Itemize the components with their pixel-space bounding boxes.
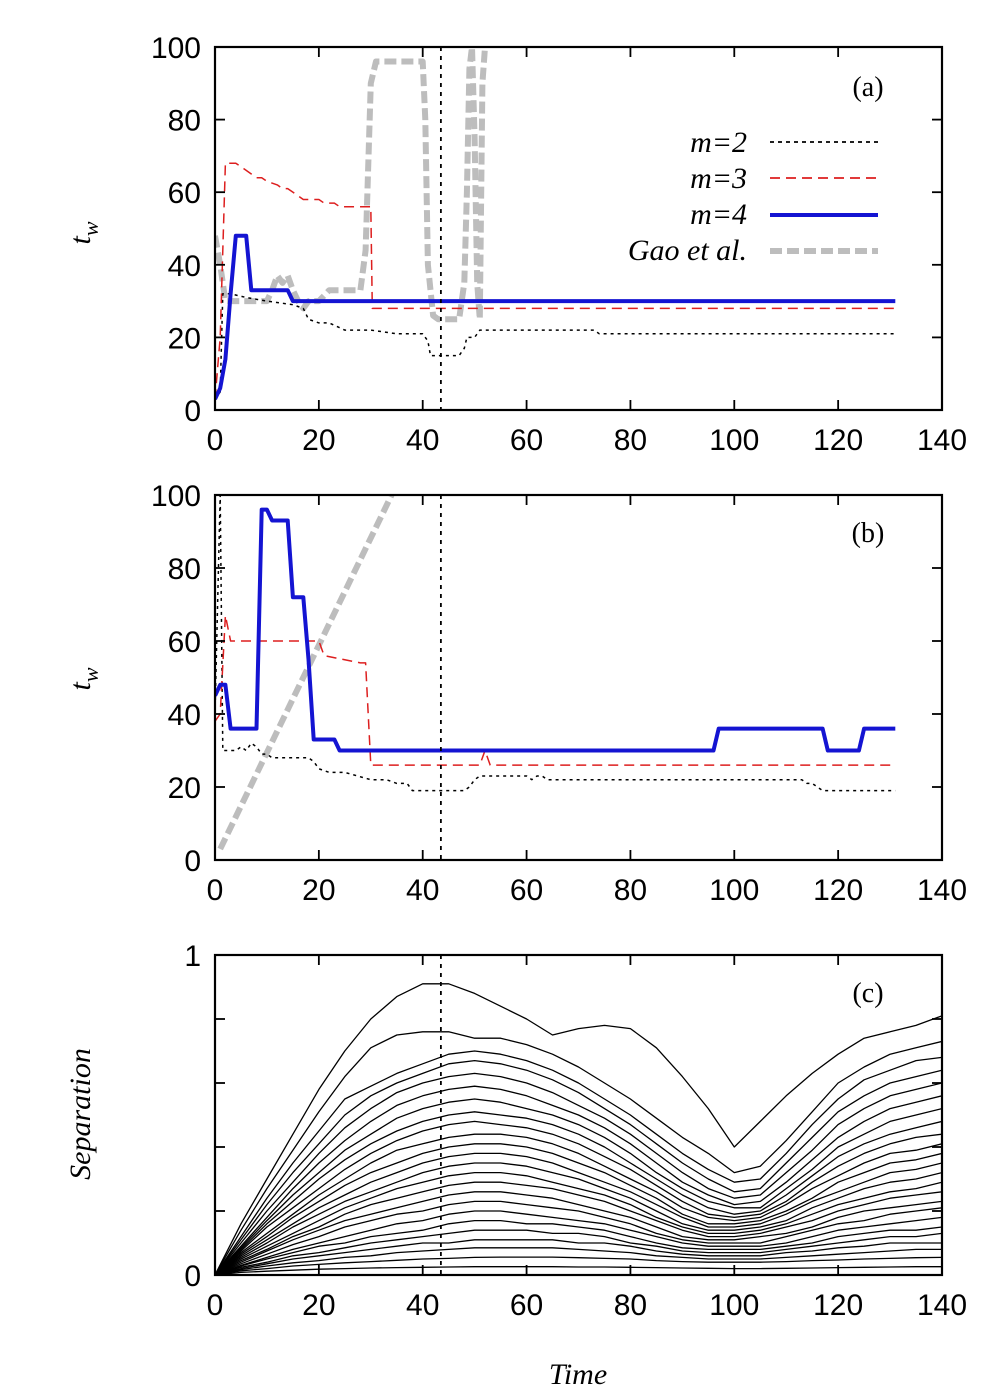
panel-a-xtick-label: 100	[709, 424, 759, 457]
legend-label-m3: m=3	[690, 162, 747, 195]
panel-c-series-curve-10	[215, 1133, 942, 1275]
panel-b-ytick-label: 20	[168, 772, 201, 805]
panel-b-ytick-label: 60	[168, 626, 201, 659]
panel-c-xtick-label: 100	[709, 1289, 759, 1322]
panel-c-ytick-label: 0	[184, 1260, 201, 1293]
panel-a-series	[215, 47, 896, 410]
panel-c-series-curve-3	[215, 1050, 942, 1275]
panel-a-ytick-label: 20	[168, 322, 201, 355]
panel-b-ylabel-subscript: w	[78, 667, 103, 682]
panel-b-xtick-label: 20	[302, 874, 335, 907]
panel-c-series-curve-4	[215, 1059, 942, 1275]
panel-a-series-m-3	[215, 162, 896, 400]
panel-c-series-curve-12	[215, 1152, 942, 1275]
panel-a-xtick-label: 0	[207, 424, 224, 457]
panel-b-label: (b)	[852, 518, 885, 549]
panel-c-ylabel: Separation	[64, 1048, 97, 1180]
panel-c-label: (c)	[852, 978, 883, 1009]
panel-c-series-curve-5	[215, 1072, 942, 1275]
panel-a-xtick-label: 120	[813, 424, 863, 457]
panel-b-xtick-label: 140	[917, 874, 967, 907]
panel-c-axes: 0 20 40 60 80 100 120 140 0 1	[184, 940, 967, 1322]
panel-b-series-m-4	[215, 507, 896, 753]
panel-a-xtick-label: 40	[406, 424, 439, 457]
panel-c-xtick-label: 60	[510, 1289, 543, 1322]
panel-c-series-curve-8	[215, 1111, 942, 1275]
panel-b-xtick-label: 100	[709, 874, 759, 907]
panel-a-xtick-label: 80	[614, 424, 647, 457]
panel-c-series-curve-16	[215, 1191, 942, 1275]
panel-c-series-curve-24	[215, 1266, 942, 1275]
panel-a-xtick-label: 140	[917, 424, 967, 457]
panel-b-frame	[213, 493, 944, 862]
panel-c-series-curve-14	[215, 1171, 942, 1275]
panel-c-series-curve-7	[215, 1098, 942, 1275]
panel-a-axes: 0 20 40 60 80 100 120 140 0 20 40 60 80 100	[151, 32, 967, 457]
panel-c-series-curve-23	[215, 1256, 942, 1275]
panel-c-xtick-label: 120	[813, 1289, 863, 1322]
panel-b-xtick-label: 120	[813, 874, 863, 907]
panel-b-ytick-label: 0	[184, 845, 201, 878]
legend-label-m4: m=4	[690, 198, 747, 231]
panel-c-xtick-label: 140	[917, 1289, 967, 1322]
panel-c-series-curve-1	[215, 983, 942, 1275]
panel-b-series-gao-et-al	[217, 495, 395, 851]
panel-c-series	[215, 955, 942, 1275]
panel-a-ylabel-subscript: w	[78, 221, 103, 236]
panel-b-ytick-label: 80	[168, 553, 201, 586]
panel-a-frame	[213, 45, 944, 412]
panel-c-frame	[213, 953, 944, 1277]
panel-c-ytick-label: 1	[184, 940, 201, 973]
panel-a-series-m-2	[215, 293, 896, 400]
panel-a-series-m-4	[215, 233, 896, 400]
panel-c-xtick-label: 20	[302, 1289, 335, 1322]
panel-a-xtick-label: 60	[510, 424, 543, 457]
panel-b-series	[215, 495, 896, 860]
panel-c-series-curve-22	[215, 1247, 942, 1275]
panel-b-ytick-label: 40	[168, 699, 201, 732]
panel-b-axes: 0 20 40 60 80 100 120 140 0 20 40 60 80 100	[151, 480, 967, 907]
legend-label-m2: m=2	[690, 126, 747, 159]
panel-a-ytick-label: 100	[151, 32, 201, 65]
panel-c-series-curve-15	[215, 1181, 942, 1275]
panel-b-ytick-label: 100	[151, 480, 201, 513]
panel-c-series-curve-9	[215, 1120, 942, 1275]
panel-b-xtick-label: 0	[207, 874, 224, 907]
panel-c-xlabel: Time	[549, 1358, 607, 1391]
panel-b-xtick-label: 80	[614, 874, 647, 907]
panel-a-series-gao-et-al	[215, 47, 488, 323]
panel-c-series-curve-19	[215, 1219, 942, 1275]
panel-a-ytick-label: 40	[168, 250, 201, 283]
panel-c-series-curve-13	[215, 1162, 942, 1275]
panel-b-xtick-label: 60	[510, 874, 543, 907]
panel-c-series-curve-18	[215, 1210, 942, 1275]
panel-c-series-curve-20	[215, 1229, 942, 1275]
panel-c-series-curve-11	[215, 1143, 942, 1275]
panel-b-xtick-label: 40	[406, 874, 439, 907]
panel-b-series-m-2	[215, 495, 896, 792]
legend-label-gao: Gao et al.	[628, 234, 747, 267]
panel-a-legend: m=2 m=3 m=4 Gao et al.	[628, 126, 878, 267]
panel-c-series-curve-2	[215, 1031, 942, 1275]
panel-c-xtick-label: 40	[406, 1289, 439, 1322]
panel-c-series-curve-21	[215, 1239, 942, 1275]
panel-c-chart: 0 20 40 60 80 100 120 140 0 1 (c) Separation Time	[64, 940, 967, 1391]
panel-a-label: (a)	[852, 72, 883, 103]
panel-c-xtick-label: 0	[207, 1289, 224, 1322]
panel-a-xtick-label: 20	[302, 424, 335, 457]
panel-c-series-curve-17	[215, 1200, 942, 1275]
panel-b-series-m-3	[215, 614, 896, 766]
panel-a-ytick-label: 80	[168, 105, 201, 138]
panel-a-ytick-label: 0	[184, 395, 201, 428]
panel-c-series-curve-6	[215, 1085, 942, 1275]
panel-a-ytick-label: 60	[168, 177, 201, 210]
panel-c-xtick-label: 80	[614, 1289, 647, 1322]
